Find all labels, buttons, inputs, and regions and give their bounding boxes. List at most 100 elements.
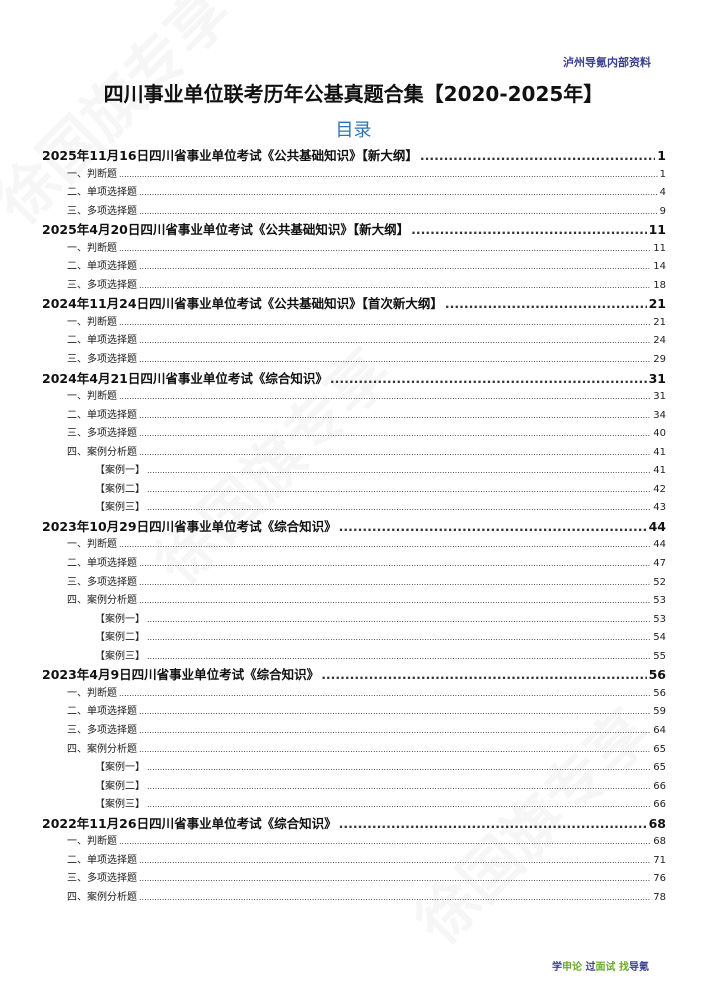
toc-subentry[interactable]: 一、判断题 44 [42,536,666,555]
toc-entry-title: 一、判断题 [67,316,117,328]
toc-subentry[interactable]: 二、单项选择题 59 [42,703,666,722]
toc-page-number: 47 [653,558,666,570]
dot-leader [147,778,651,797]
toc-subentry[interactable]: 【案例三】 66 [42,796,666,815]
toc-entry-title: 2022年11月26日四川省事业单位考试《综合知识》 [42,815,337,831]
toc-entry-title: 2023年10月29日四川省事业单位考试《综合知识》 [42,518,337,534]
footer-slogan-part: 找 [619,962,629,973]
toc-subentry[interactable]: 一、判断题 31 [42,388,666,407]
toc-subentry[interactable]: 一、判断题 11 [42,240,666,259]
dot-leader [445,295,647,314]
toc-subentry[interactable]: 【案例三】 43 [42,499,666,518]
toc-entry-title: 三、多项选择题 [67,354,137,366]
toc-subentry[interactable]: 【案例一】 41 [42,462,666,481]
dot-leader [411,221,646,240]
toc-subentry[interactable]: 三、多项选择题 18 [42,277,666,296]
toc-page-number: 41 [653,465,666,477]
toc-page-number: 34 [653,409,666,421]
toc-page-number: 68 [648,815,666,831]
toc-page-number: 59 [653,706,666,718]
toc-page-number: 66 [653,780,666,792]
toc-subentry[interactable]: 三、多项选择题 52 [42,574,666,593]
toc-entry-title: 【案例三】 [95,650,145,662]
dot-leader [139,741,651,760]
footer-slogan-part: 学 [552,962,563,973]
toc-page-number: 41 [653,446,666,458]
toc-section-entry[interactable]: 2023年4月9日四川省事业单位考试《综合知识》 56 [42,666,666,685]
toc-subentry[interactable]: 三、多项选择题 29 [42,351,666,370]
dot-leader [119,536,651,555]
toc-subentry[interactable]: 二、单项选择题 4 [42,184,666,203]
dot-leader [147,629,651,648]
toc-entry-title: 一、判断题 [67,687,117,699]
toc-section-entry[interactable]: 2023年10月29日四川省事业单位考试《综合知识》 44 [42,518,666,537]
toc-section-entry[interactable]: 2024年4月21日四川省事业单位考试《综合知识》 31 [42,370,666,389]
toc-section-entry[interactable]: 2022年11月26日四川省事业单位考试《综合知识》 68 [42,815,666,834]
dot-leader [119,388,651,407]
dot-leader [339,815,647,834]
toc-entry-title: 2025年11月16日四川省事业单位考试《公共基础知识》【新大纲】 [42,148,418,163]
toc-subentry[interactable]: 一、判断题 1 [42,166,666,185]
dot-leader [139,722,651,741]
toc-subentry[interactable]: 二、单项选择题 24 [42,332,666,351]
toc-page-number: 9 [659,205,666,217]
toc-subentry[interactable]: 四、案例分析题 65 [42,741,666,760]
dot-leader [139,425,651,444]
toc-page-number: 11 [648,222,666,238]
toc-subentry[interactable]: 四、案例分析题 78 [42,889,666,908]
toc-subentry[interactable]: 二、单项选择题 47 [42,555,666,574]
dot-leader [420,147,655,166]
toc-entry-title: 【案例一】 [95,465,145,477]
toc-subentry[interactable]: 【案例一】 65 [42,759,666,778]
toc-page-number: 31 [653,391,666,403]
toc-subentry[interactable]: 四、案例分析题 53 [42,592,666,611]
toc-subentry[interactable]: 二、单项选择题 14 [42,258,666,277]
toc-page-number: 56 [653,687,666,699]
toc-section-entry[interactable]: 2025年11月16日四川省事业单位考试《公共基础知识》【新大纲】 1 [42,147,666,166]
toc-subentry[interactable]: 二、单项选择题 34 [42,407,666,426]
toc-entry-title: 【案例一】 [95,762,145,774]
toc-subentry[interactable]: 三、多项选择题 64 [42,722,666,741]
toc-entry-title: 二、单项选择题 [67,261,137,273]
dot-leader [147,611,651,630]
dot-leader [330,370,647,389]
toc-page-number: 1 [659,168,666,180]
toc-page-number: 14 [653,261,666,273]
toc-subentry[interactable]: 四、案例分析题 41 [42,444,666,463]
toc-subentry[interactable]: 二、单项选择题 71 [42,852,666,871]
toc-page-number: 42 [653,483,666,495]
toc-entry-title: 四、案例分析题 [67,891,137,903]
toc-subentry[interactable]: 三、多项选择题 76 [42,870,666,889]
footer-slogan-part: 过 [585,962,596,973]
toc-page-number: 78 [653,891,666,903]
dot-leader [139,332,651,351]
toc-subentry[interactable]: 三、多项选择题 40 [42,425,666,444]
toc-subentry[interactable]: 【案例二】 54 [42,629,666,648]
toc-subentry[interactable]: 【案例二】 42 [42,481,666,500]
dot-leader [139,852,651,871]
dot-leader [119,166,658,185]
dot-leader [139,574,651,593]
toc-page-number: 53 [653,595,666,607]
toc-page-number: 44 [653,539,666,551]
dot-leader [139,407,651,426]
dot-leader [139,258,651,277]
toc-subentry[interactable]: 三、多项选择题 9 [42,203,666,222]
toc-subentry[interactable]: 一、判断题 21 [42,314,666,333]
toc-subentry[interactable]: 【案例二】 66 [42,778,666,797]
dot-leader [139,889,651,908]
dot-leader [339,518,647,537]
toc-page-number: 31 [648,370,666,386]
toc-subentry[interactable]: 【案例一】 53 [42,611,666,630]
toc-page-number: 54 [653,632,666,644]
toc-subentry[interactable]: 一、判断题 68 [42,833,666,852]
toc-subentry[interactable]: 【案例三】 55 [42,648,666,667]
toc-entry-title: 2024年4月21日四川省事业单位考试《综合知识》 [42,370,328,386]
toc-page-number: 68 [653,836,666,848]
toc-section-entry[interactable]: 2024年11月24日四川省事业单位考试《公共基础知识》【首次新大纲】 21 [42,295,666,314]
toc-section-entry[interactable]: 2025年4月20日四川省事业单位考试《公共基础知识》【新大纲】 11 [42,221,666,240]
toc-page-number: 65 [653,743,666,755]
toc-entry-title: 三、多项选择题 [67,279,137,291]
toc-subentry[interactable]: 一、判断题 56 [42,685,666,704]
dot-leader [139,444,651,463]
